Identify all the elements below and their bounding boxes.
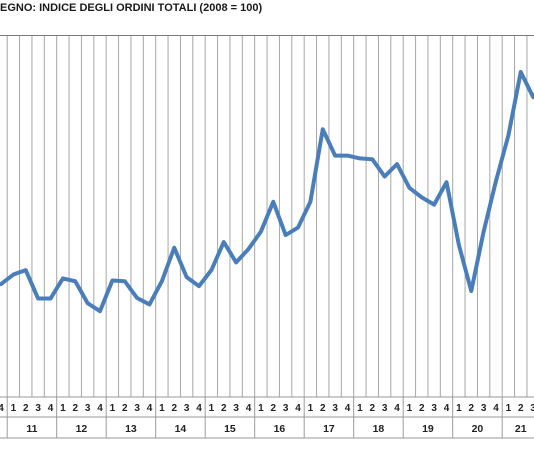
quarter-tick-label: 1 [159, 403, 165, 414]
quarter-tick-label: 4 [97, 403, 103, 414]
quarter-tick-label: 1 [11, 403, 17, 414]
year-tick-label: 12 [76, 423, 88, 435]
quarter-tick-label: 2 [122, 403, 128, 414]
quarter-tick-label: 3 [481, 403, 487, 414]
quarter-tick-label: 1 [110, 403, 116, 414]
quarter-tick-label: 1 [209, 403, 215, 414]
quarter-tick-label: 2 [72, 403, 78, 414]
quarter-tick-label: 1 [357, 403, 363, 414]
quarter-tick-label: 4 [295, 403, 301, 414]
quarter-tick-label: 2 [468, 403, 474, 414]
quarter-tick-label: 3 [382, 403, 388, 414]
series-line [0, 70, 534, 314]
quarter-tick-label: 1 [60, 403, 66, 414]
quarter-tick-label: 3 [233, 403, 239, 414]
year-tick-label: 14 [175, 423, 187, 435]
year-tick-labels: 11 12 13 14 15 16 17 18 19 20 21 [26, 423, 526, 435]
quarter-tick-label: 2 [369, 403, 375, 414]
year-tick-label: 19 [422, 423, 434, 435]
quarter-tick-label: 4 [246, 403, 252, 414]
quarter-tick-label: 3 [184, 403, 190, 414]
year-tick-label: 17 [323, 423, 335, 435]
quarter-tick-label: 2 [23, 403, 29, 414]
quarter-tick-label: 1 [407, 403, 413, 414]
quarter-tick-label: 2 [518, 403, 524, 414]
quarter-tick-label: 4 [0, 403, 4, 414]
year-tick-label: 16 [274, 423, 286, 435]
quarter-tick-label: 3 [332, 403, 338, 414]
quarter-tick-label: 4 [444, 403, 450, 414]
quarter-tick-label: 1 [506, 403, 512, 414]
quarter-tick-label: 4 [394, 403, 400, 414]
year-tick-label: 18 [373, 423, 385, 435]
year-tick-label: 11 [26, 423, 37, 435]
quarter-tick-label: 1 [258, 403, 264, 414]
year-tick-label: 20 [472, 423, 484, 435]
quarter-tick-label: 4 [345, 403, 351, 414]
quarter-tick-label: 4 [48, 403, 54, 414]
top-rule [0, 35, 534, 36]
quarter-tick-label: 3 [134, 403, 140, 414]
quarter-tick-label: 3 [85, 403, 91, 414]
quarter-tick-label: 2 [419, 403, 425, 414]
quarter-tick-label: 2 [320, 403, 326, 414]
chart-title: EGNO: INDICE DEGLI ORDINI TOTALI (2008 =… [0, 2, 263, 14]
quarter-tick-label: 2 [221, 403, 227, 414]
quarter-tick-label: 3 [530, 403, 534, 414]
quarter-tick-label: 3 [431, 403, 437, 414]
quarter-tick-label: 3 [35, 403, 41, 414]
quarter-tick-label: 2 [171, 403, 177, 414]
year-tick-label: 15 [224, 423, 236, 435]
quarter-tick-label: 4 [493, 403, 499, 414]
year-separators [6, 397, 503, 438]
year-tick-label: 21 [515, 423, 527, 435]
quarter-tick-label: 1 [308, 403, 314, 414]
quarter-tick-label: 1 [456, 403, 462, 414]
quarter-tick-label: 4 [196, 403, 202, 414]
quarter-tick-label: 4 [147, 403, 153, 414]
year-tick-label: 13 [125, 423, 137, 435]
quarter-tick-label: 3 [283, 403, 289, 414]
quarter-tick-label: 2 [270, 403, 276, 414]
